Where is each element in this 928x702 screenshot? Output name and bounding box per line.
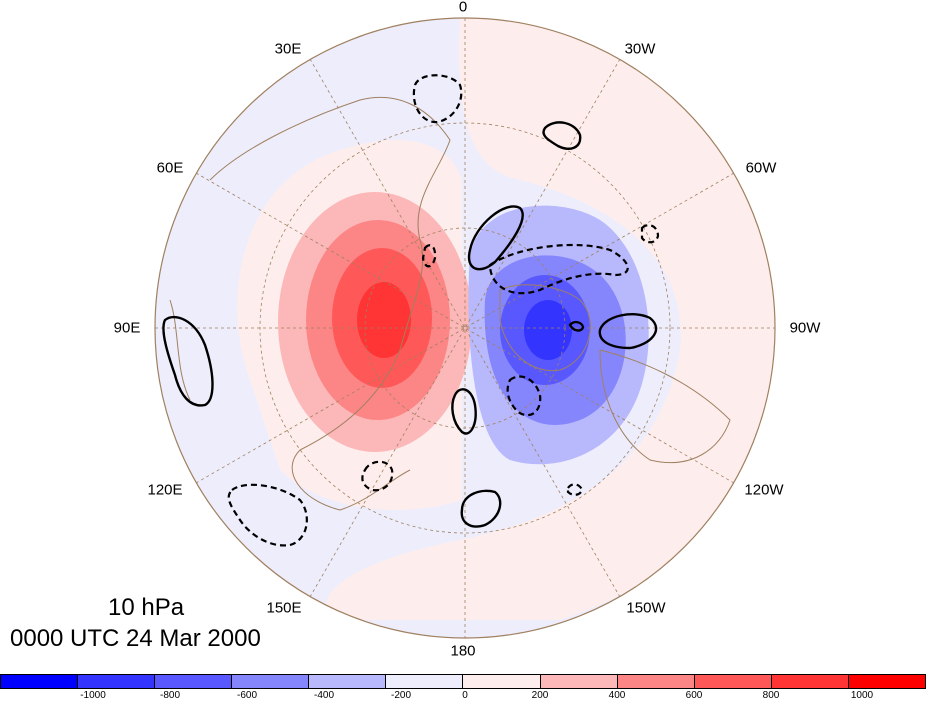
dashed-contour — [421, 244, 437, 268]
colorbar-cell — [309, 675, 387, 688]
lon-label-120e: 120E — [147, 481, 183, 499]
colorbar-cell — [848, 675, 925, 688]
solid-contour — [451, 388, 477, 435]
lon-label-90w: 90W — [789, 319, 821, 337]
lon-label-180: 180 — [450, 642, 476, 660]
colorbar-cell — [617, 675, 695, 688]
lon-label-30e: 30E — [274, 40, 302, 58]
solid-contour — [598, 313, 658, 350]
colorbar-cell — [78, 675, 156, 688]
dashed-contour — [640, 224, 660, 244]
colorbar-tick-label: -200 — [390, 690, 412, 701]
colorbar-tick-label: 600 — [685, 690, 703, 701]
solid-contour — [542, 121, 582, 150]
lon-label-150e: 150E — [266, 599, 302, 617]
dashed-contour — [506, 375, 542, 417]
meridian-60w-120e — [195, 172, 735, 484]
positive-fill-800-1000 — [357, 282, 411, 358]
solid-contour — [162, 315, 214, 407]
positive-fill-0-200-east — [325, 18, 775, 620]
meridian-60e-120w — [195, 172, 735, 484]
valid-time-title: 0000 UTC 24 Mar 2000 — [10, 625, 261, 652]
colorbar-cell — [386, 675, 464, 688]
meridian-30e-150w — [309, 58, 621, 598]
map-boundary — [154, 17, 776, 639]
north-america-coastline — [599, 349, 731, 464]
lon-label-90e: 90E — [113, 319, 141, 337]
lon-label-60w: 60W — [745, 159, 777, 177]
lon-label-30w: 30W — [624, 40, 656, 58]
greenland-coastline — [499, 284, 591, 372]
dashed-contours — [227, 74, 660, 547]
lon-label-150w: 150W — [626, 599, 666, 617]
eurasia-coastline — [209, 96, 451, 451]
colorbar-cell — [463, 675, 541, 688]
colorbar-cell — [540, 675, 618, 688]
colorbar-tick-label: -400 — [313, 690, 335, 701]
colorbar — [0, 674, 926, 689]
dashed-contour — [566, 483, 584, 496]
lon-label-60e: 60E — [156, 159, 184, 177]
europe-coastline — [169, 299, 191, 401]
solid-contour — [568, 320, 585, 332]
colorbar-tick-label: -600 — [236, 690, 258, 701]
colorbar-cell — [155, 675, 233, 688]
negative-fill-800-1000 — [524, 300, 572, 360]
lon-label-120w: 120W — [744, 481, 784, 499]
solid-contour — [467, 205, 524, 271]
colorbar-cell — [771, 675, 849, 688]
colorbar-tick-label: -800 — [159, 690, 181, 701]
colorbar-tick-label: 800 — [762, 690, 780, 701]
dashed-contour — [227, 483, 308, 547]
solid-contour — [460, 489, 502, 528]
colorbar-cell — [232, 675, 310, 688]
colorbar-tick-label: 200 — [531, 690, 549, 701]
colorbar-tick-label: -1000 — [80, 690, 106, 701]
lon-label-0: 0 — [458, 0, 468, 16]
colorbar-cell — [1, 675, 79, 688]
colorbar-tick-label: 0 — [462, 690, 468, 701]
filled-anomaly-field — [155, 18, 775, 638]
dashed-contour — [412, 74, 463, 124]
solid-contours — [162, 121, 658, 528]
colorbar-cell — [694, 675, 772, 688]
colorbar-tick-label: 400 — [608, 690, 626, 701]
pressure-level-title: 10 hPa — [108, 594, 185, 621]
dashed-contour — [488, 243, 629, 295]
colorbar-tick-label: 1000 — [850, 690, 874, 701]
